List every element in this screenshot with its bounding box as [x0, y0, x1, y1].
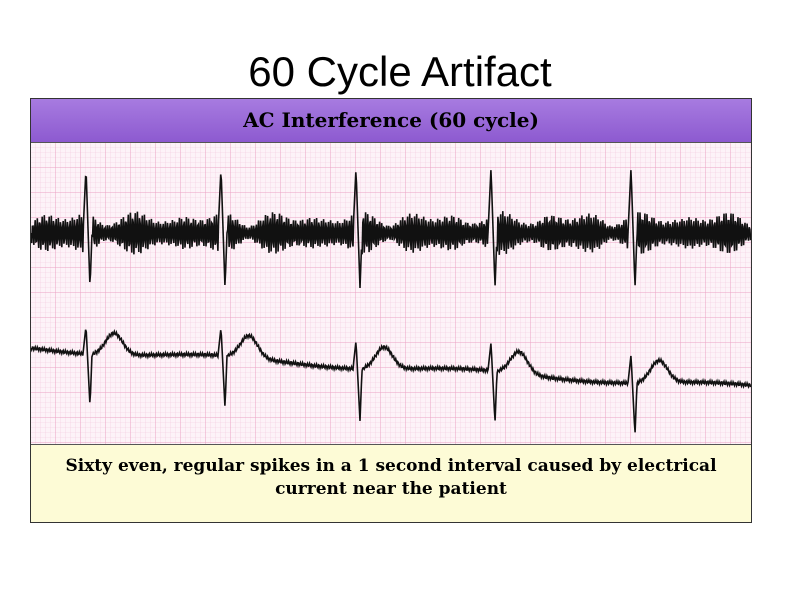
panel-caption: Sixty even, regular spikes in a 1 second… — [31, 444, 751, 522]
ecg-panel: AC Interference (60 cycle) Sixty even, r… — [30, 98, 752, 523]
ecg-strip — [31, 143, 751, 444]
ecg-trace — [31, 328, 751, 433]
slide-title: 60 Cycle Artifact — [248, 48, 552, 95]
grid — [31, 143, 751, 444]
panel-header: AC Interference (60 cycle) — [31, 99, 751, 143]
ecg-trace-interference — [31, 170, 751, 289]
